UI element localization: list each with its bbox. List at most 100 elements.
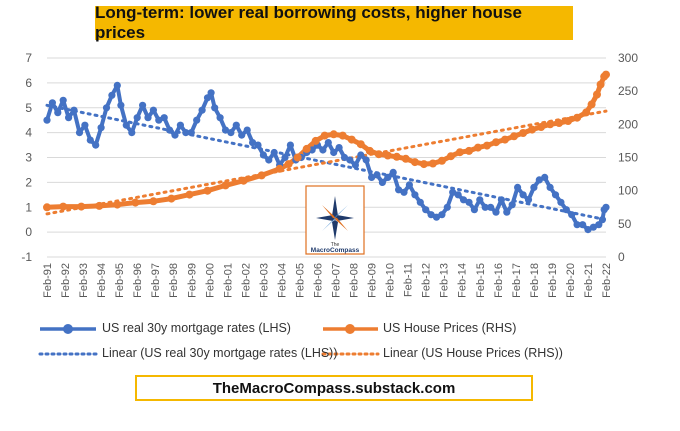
mortgage-rate-point	[465, 198, 473, 206]
mortgage-rate-point	[389, 168, 397, 176]
mortgage-rate-point	[438, 211, 446, 219]
house-price-point	[587, 100, 596, 109]
x-tick-label: Feb-05	[294, 263, 306, 298]
house-price-point	[113, 200, 122, 209]
x-tick-label: Feb-15	[475, 263, 487, 298]
mortgage-rate-point	[265, 156, 273, 164]
house-price-point	[446, 152, 455, 161]
mortgage-rate-point	[155, 116, 163, 124]
footer-source: TheMacroCompass.substack.com	[135, 375, 533, 401]
house-price-point	[593, 90, 601, 99]
mortgage-rate-point	[97, 124, 105, 132]
x-tick-label: Feb-13	[439, 263, 451, 298]
mortgage-rate-point	[221, 126, 230, 134]
house-price-point	[275, 164, 284, 173]
mortgage-rate-point	[432, 213, 441, 221]
mortgage-rate-point	[171, 131, 179, 139]
mortgage-rate-point	[362, 156, 370, 164]
mortgage-rate-point	[340, 153, 349, 162]
house-price-point	[284, 160, 293, 169]
mortgage-rate-point	[182, 129, 190, 137]
x-tick-label: Feb-91	[42, 263, 54, 298]
x-tick-label: Feb-20	[565, 263, 577, 298]
x-tick-label: Feb-21	[583, 263, 595, 298]
house-price-point	[501, 135, 509, 144]
y-right-ticks: 0 50 100 150 200 250 300	[618, 51, 638, 264]
house-price-point	[356, 140, 365, 149]
house-price-point	[602, 70, 610, 79]
x-tick-label: Feb-11	[403, 263, 415, 297]
x-tick-label: Feb-17	[511, 263, 523, 298]
y-left-tick-label: -1	[21, 250, 32, 264]
mortgage-rate-point	[198, 106, 206, 114]
mortgage-rate-point	[470, 206, 478, 214]
house-price-point	[320, 131, 329, 140]
x-tick-label: Feb-97	[150, 263, 162, 298]
mortgage-rate-point	[351, 161, 359, 169]
mortgage-rate-point	[405, 181, 413, 189]
mortgage-rate-point	[286, 141, 294, 149]
y-right-tick-label: 50	[618, 217, 632, 231]
mortgage-rate-point	[503, 208, 511, 216]
house-price-point	[365, 146, 374, 155]
mortgage-rate-point	[395, 186, 403, 194]
mortgage-rate-point	[92, 141, 100, 149]
house-price-point	[492, 138, 500, 147]
x-tick-label: Feb-10	[385, 263, 397, 298]
mortgage-rate-point	[54, 109, 62, 117]
chart-title: Long-term: lower real borrowing costs, h…	[95, 3, 573, 42]
house-price-point	[311, 136, 320, 145]
mortgage-rate-point	[535, 176, 543, 184]
house-price-point	[419, 160, 428, 169]
mortgage-rate-point	[75, 129, 84, 137]
mortgage-rate-point	[579, 221, 587, 229]
house-price-point	[203, 186, 212, 195]
house-price-point	[455, 148, 464, 157]
y-left-tick-label: 1	[25, 200, 32, 214]
mortgage-rate-point	[102, 104, 111, 112]
mortgage-rate-point	[48, 99, 57, 107]
mortgage-rate-point	[166, 126, 174, 134]
house-price-point	[573, 113, 582, 122]
svg-text:MacroCompass: MacroCompass	[311, 247, 360, 254]
house-price-point	[185, 190, 194, 199]
mortgage-rate-point	[519, 191, 527, 199]
mortgage-rate-point	[65, 114, 73, 122]
mortgage-rate-point	[530, 183, 538, 191]
x-tick-label: Feb-98	[168, 263, 180, 298]
x-tick-label: Feb-99	[186, 263, 198, 298]
x-tick-label: Feb-01	[222, 263, 234, 298]
mortgage-rate-point	[254, 141, 262, 149]
x-tick-label: Feb-19	[547, 263, 559, 298]
house-price-point	[528, 125, 537, 134]
x-tick-label: Feb-06	[312, 263, 324, 298]
mortgage-rate-point	[232, 121, 240, 129]
house-price-point	[77, 202, 86, 211]
mortgage-rate-point	[203, 94, 212, 102]
x-tick-label: Feb-08	[349, 263, 361, 298]
house-price-point	[59, 202, 68, 211]
x-ticks: Feb-91 Feb-92 Feb-93 Feb-94 Feb-95 Feb-96 Feb-…	[42, 263, 613, 298]
y-left-tick-label: 2	[25, 175, 32, 189]
mortgage-rate-point	[546, 183, 554, 191]
house-price-point	[392, 152, 401, 161]
house-price-point	[302, 144, 311, 153]
mortgage-rate-point	[86, 136, 94, 144]
mortgage-rate-point	[508, 201, 516, 209]
house-price-point	[483, 141, 491, 150]
mortgage-rate-point	[427, 211, 435, 219]
y-right-tick-label: 300	[618, 51, 638, 65]
house-price-point	[537, 123, 546, 131]
mortgage-rate-point	[568, 211, 576, 219]
series-points	[43, 70, 610, 234]
y-left-tick-label: 3	[25, 151, 32, 165]
mortgage-rate-point	[411, 191, 419, 199]
y-left-tick-label: 5	[25, 101, 32, 115]
svg-text:The: The	[331, 242, 340, 248]
mortgage-rate-point	[573, 221, 581, 229]
house-price-point	[257, 171, 266, 180]
house-price-point	[338, 131, 347, 140]
mortgage-rate-point	[139, 101, 147, 109]
house-price-point	[465, 146, 473, 155]
mortgage-rate-point	[562, 206, 570, 214]
